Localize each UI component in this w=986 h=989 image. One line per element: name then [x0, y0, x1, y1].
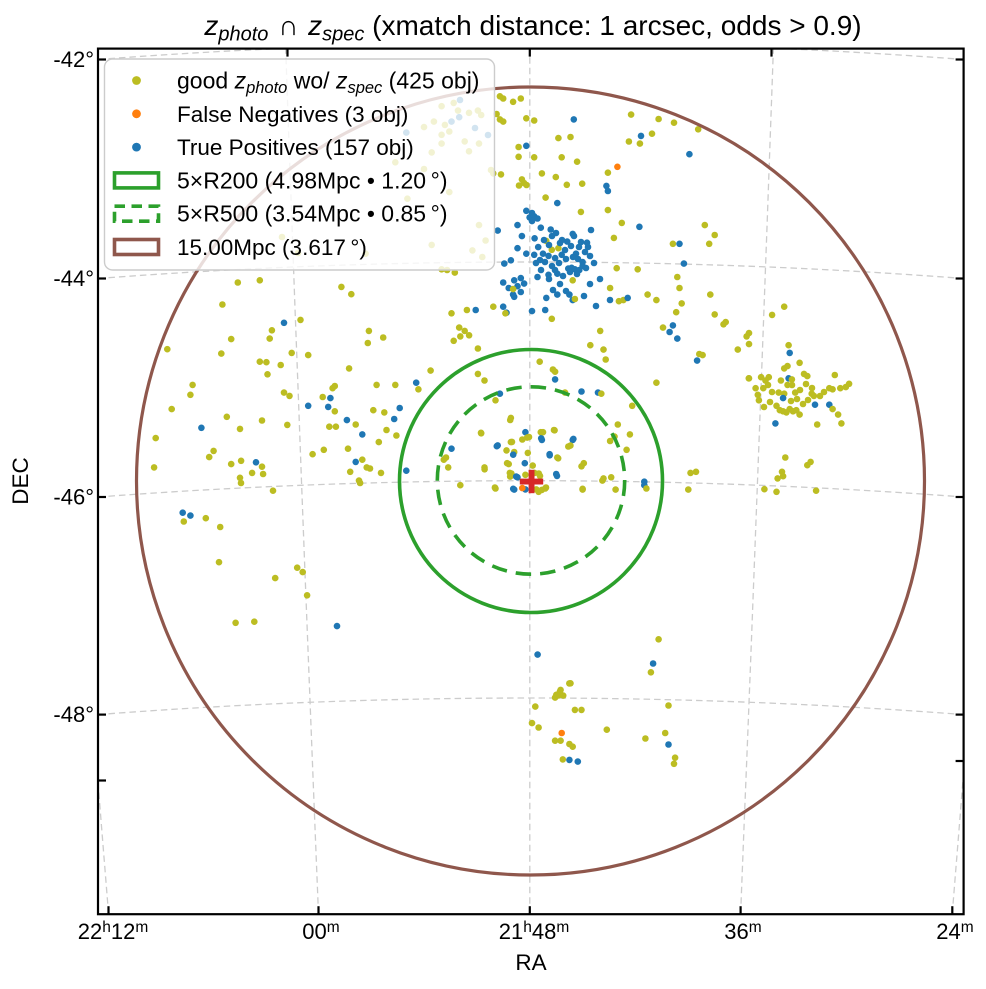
- svg-text:00m​: 00m​: [302, 919, 339, 944]
- svg-text:22h​12m​: 22h​12m​: [78, 919, 149, 944]
- svg-text:-46°: -46°: [53, 485, 94, 510]
- svg-text:24m​: 24m​: [936, 919, 973, 944]
- svg-text:True Positives (157 obj): True Positives (157 obj): [177, 135, 414, 160]
- svg-text:5×R500 (3.54Mpc • 0.85 °): 5×R500 (3.54Mpc • 0.85 °): [177, 201, 448, 227]
- svg-text:15.00Mpc (3.617 °): 15.00Mpc (3.617 °): [177, 235, 367, 260]
- svg-text:zphoto ∩ zspec (xmatch distanc: zphoto ∩ zspec (xmatch distance: 1 arcse…: [203, 10, 861, 46]
- svg-text:good zphoto wo/ zspec (425 obj: good zphoto wo/ zspec (425 obj): [177, 68, 479, 98]
- svg-text:-42°: -42°: [53, 47, 94, 72]
- svg-text:-44°: -44°: [53, 266, 94, 291]
- svg-text:21h​48m​: 21h​48m​: [499, 919, 570, 944]
- svg-text:False Negatives (3 obj): False Negatives (3 obj): [177, 102, 408, 127]
- svg-text:RA: RA: [515, 950, 546, 975]
- svg-text:36m​: 36m​: [724, 919, 761, 944]
- svg-text:DEC: DEC: [8, 457, 33, 505]
- svg-text:5×R200 (4.98Mpc • 1.20 °): 5×R200 (4.98Mpc • 1.20 °): [177, 167, 448, 193]
- svg-text:-48°: -48°: [53, 702, 94, 727]
